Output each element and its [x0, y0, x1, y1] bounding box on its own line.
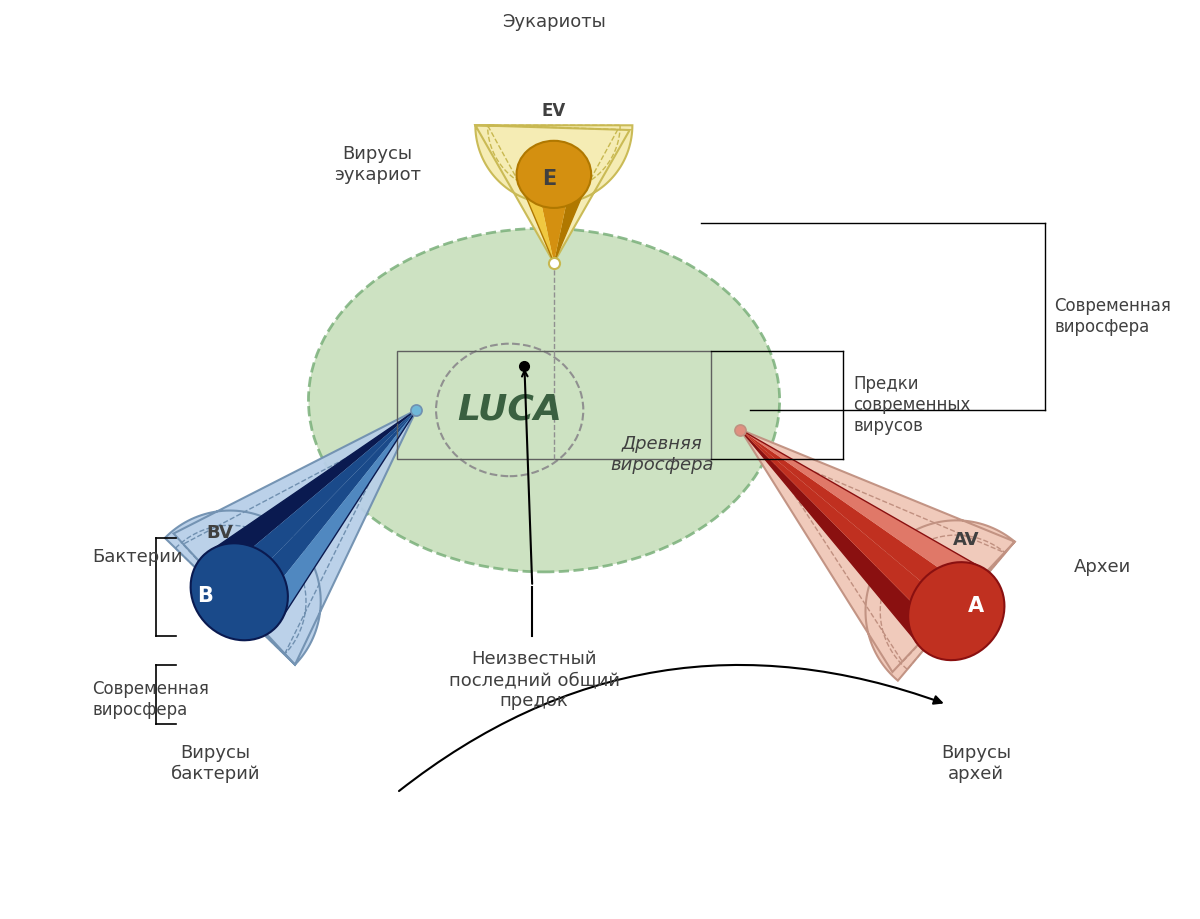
Ellipse shape [516, 141, 592, 208]
Text: Бактерии: Бактерии [92, 548, 184, 566]
Polygon shape [554, 175, 592, 263]
Polygon shape [516, 175, 554, 263]
Text: Вирусы
бактерий: Вирусы бактерий [170, 743, 260, 783]
Text: Современная
виросфера: Современная виросфера [1055, 297, 1171, 336]
FancyArrowPatch shape [398, 665, 942, 791]
Ellipse shape [908, 562, 1004, 660]
Ellipse shape [308, 228, 780, 572]
Text: Древняя
виросфера: Древняя виросфера [610, 435, 714, 473]
Polygon shape [740, 429, 989, 592]
Text: Современная
виросфера: Современная виросфера [92, 680, 209, 719]
Text: EV: EV [541, 102, 566, 119]
Text: A: A [968, 596, 984, 617]
Text: B: B [198, 586, 214, 607]
Polygon shape [164, 410, 416, 664]
Polygon shape [239, 410, 416, 609]
Polygon shape [740, 429, 1015, 681]
Polygon shape [221, 410, 416, 592]
Text: Эукариоты: Эукариоты [502, 13, 606, 31]
Text: Археи: Археи [1074, 558, 1132, 576]
Polygon shape [535, 175, 554, 263]
Text: BV: BV [206, 524, 234, 541]
Text: Вирусы
архей: Вирусы архей [941, 743, 1010, 783]
Text: LUCA: LUCA [457, 393, 562, 427]
Polygon shape [203, 410, 416, 574]
Polygon shape [740, 429, 973, 611]
Ellipse shape [191, 543, 288, 641]
Polygon shape [740, 429, 940, 651]
Text: Неизвестный
последний общий
предок: Неизвестный последний общий предок [449, 651, 619, 710]
Text: Вирусы
эукариот: Вирусы эукариот [334, 145, 421, 184]
Polygon shape [258, 410, 416, 628]
Polygon shape [475, 125, 632, 263]
Text: Предки
современных
вирусов: Предки современных вирусов [853, 375, 971, 435]
Polygon shape [554, 175, 572, 263]
Text: AV: AV [953, 531, 979, 550]
Text: E: E [542, 169, 556, 189]
Polygon shape [740, 429, 956, 630]
